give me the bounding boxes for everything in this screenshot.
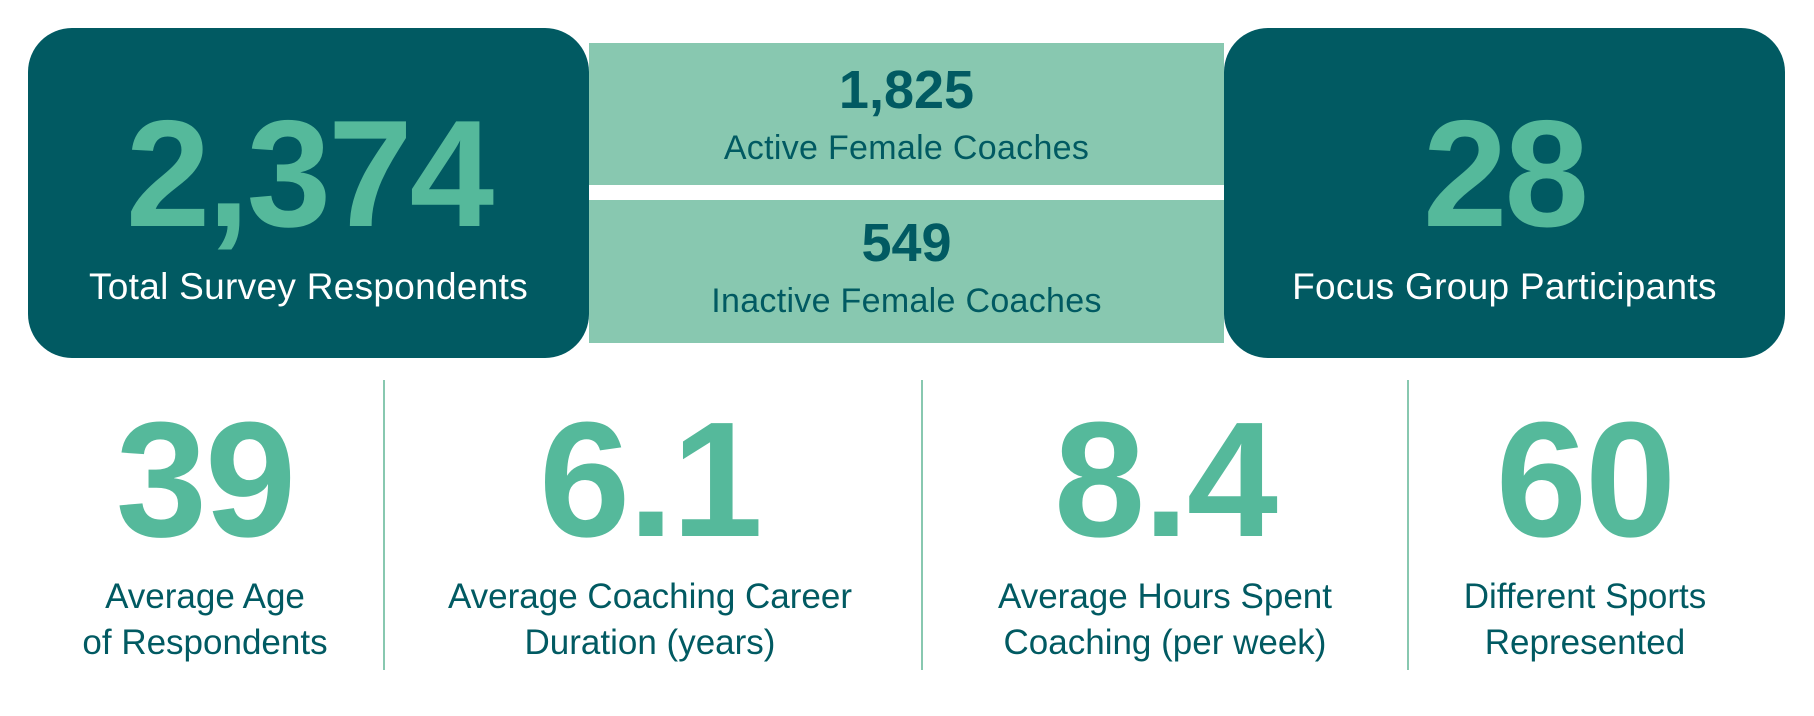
total-respondents-panel: 2,374 Total Survey Respondents (28, 28, 589, 358)
active-coaches-label: Active Female Coaches (723, 129, 1090, 167)
focus-group-value: 28 (1422, 89, 1589, 259)
stat-label: Average Coaching Career Duration (years) (447, 577, 853, 662)
total-respondents-value: 2,374 (125, 89, 494, 259)
stat-average-age: 39 Average Age of Respondents (40, 380, 370, 666)
stat-career-duration: 6.1 Average Coaching Career Duration (ye… (390, 380, 910, 666)
divider (1407, 380, 1409, 670)
total-respondents-label: Total Survey Respondents (88, 266, 529, 307)
stat-value: 8.4 (1054, 388, 1278, 571)
focus-group-label: Focus Group Participants (1292, 266, 1717, 307)
stat-value: 39 (115, 388, 296, 571)
divider (383, 380, 385, 670)
inactive-coaches-value: 549 (861, 213, 952, 273)
active-coaches-band: 1,825 Active Female Coaches (589, 43, 1224, 185)
inactive-coaches-label: Inactive Female Coaches (711, 282, 1102, 320)
focus-group-panel: 28 Focus Group Participants (1224, 28, 1785, 358)
inactive-coaches-band: 549 Inactive Female Coaches (589, 200, 1224, 343)
stats-row: 39 Average Age of Respondents 6.1 Averag… (0, 380, 1814, 670)
stat-label: Average Hours Spent Coaching (per week) (997, 577, 1332, 662)
stat-label: Average Age of Respondents (82, 577, 328, 662)
active-coaches-value: 1,825 (838, 60, 975, 120)
stat-label: Different Sports Represented (1463, 577, 1707, 662)
divider (921, 380, 923, 670)
stat-value: 6.1 (539, 388, 763, 571)
stat-sports-represented: 60 Different Sports Represented (1420, 380, 1750, 666)
stat-hours-per-week: 8.4 Average Hours Spent Coaching (per we… (930, 380, 1400, 666)
stat-value: 60 (1495, 388, 1676, 571)
